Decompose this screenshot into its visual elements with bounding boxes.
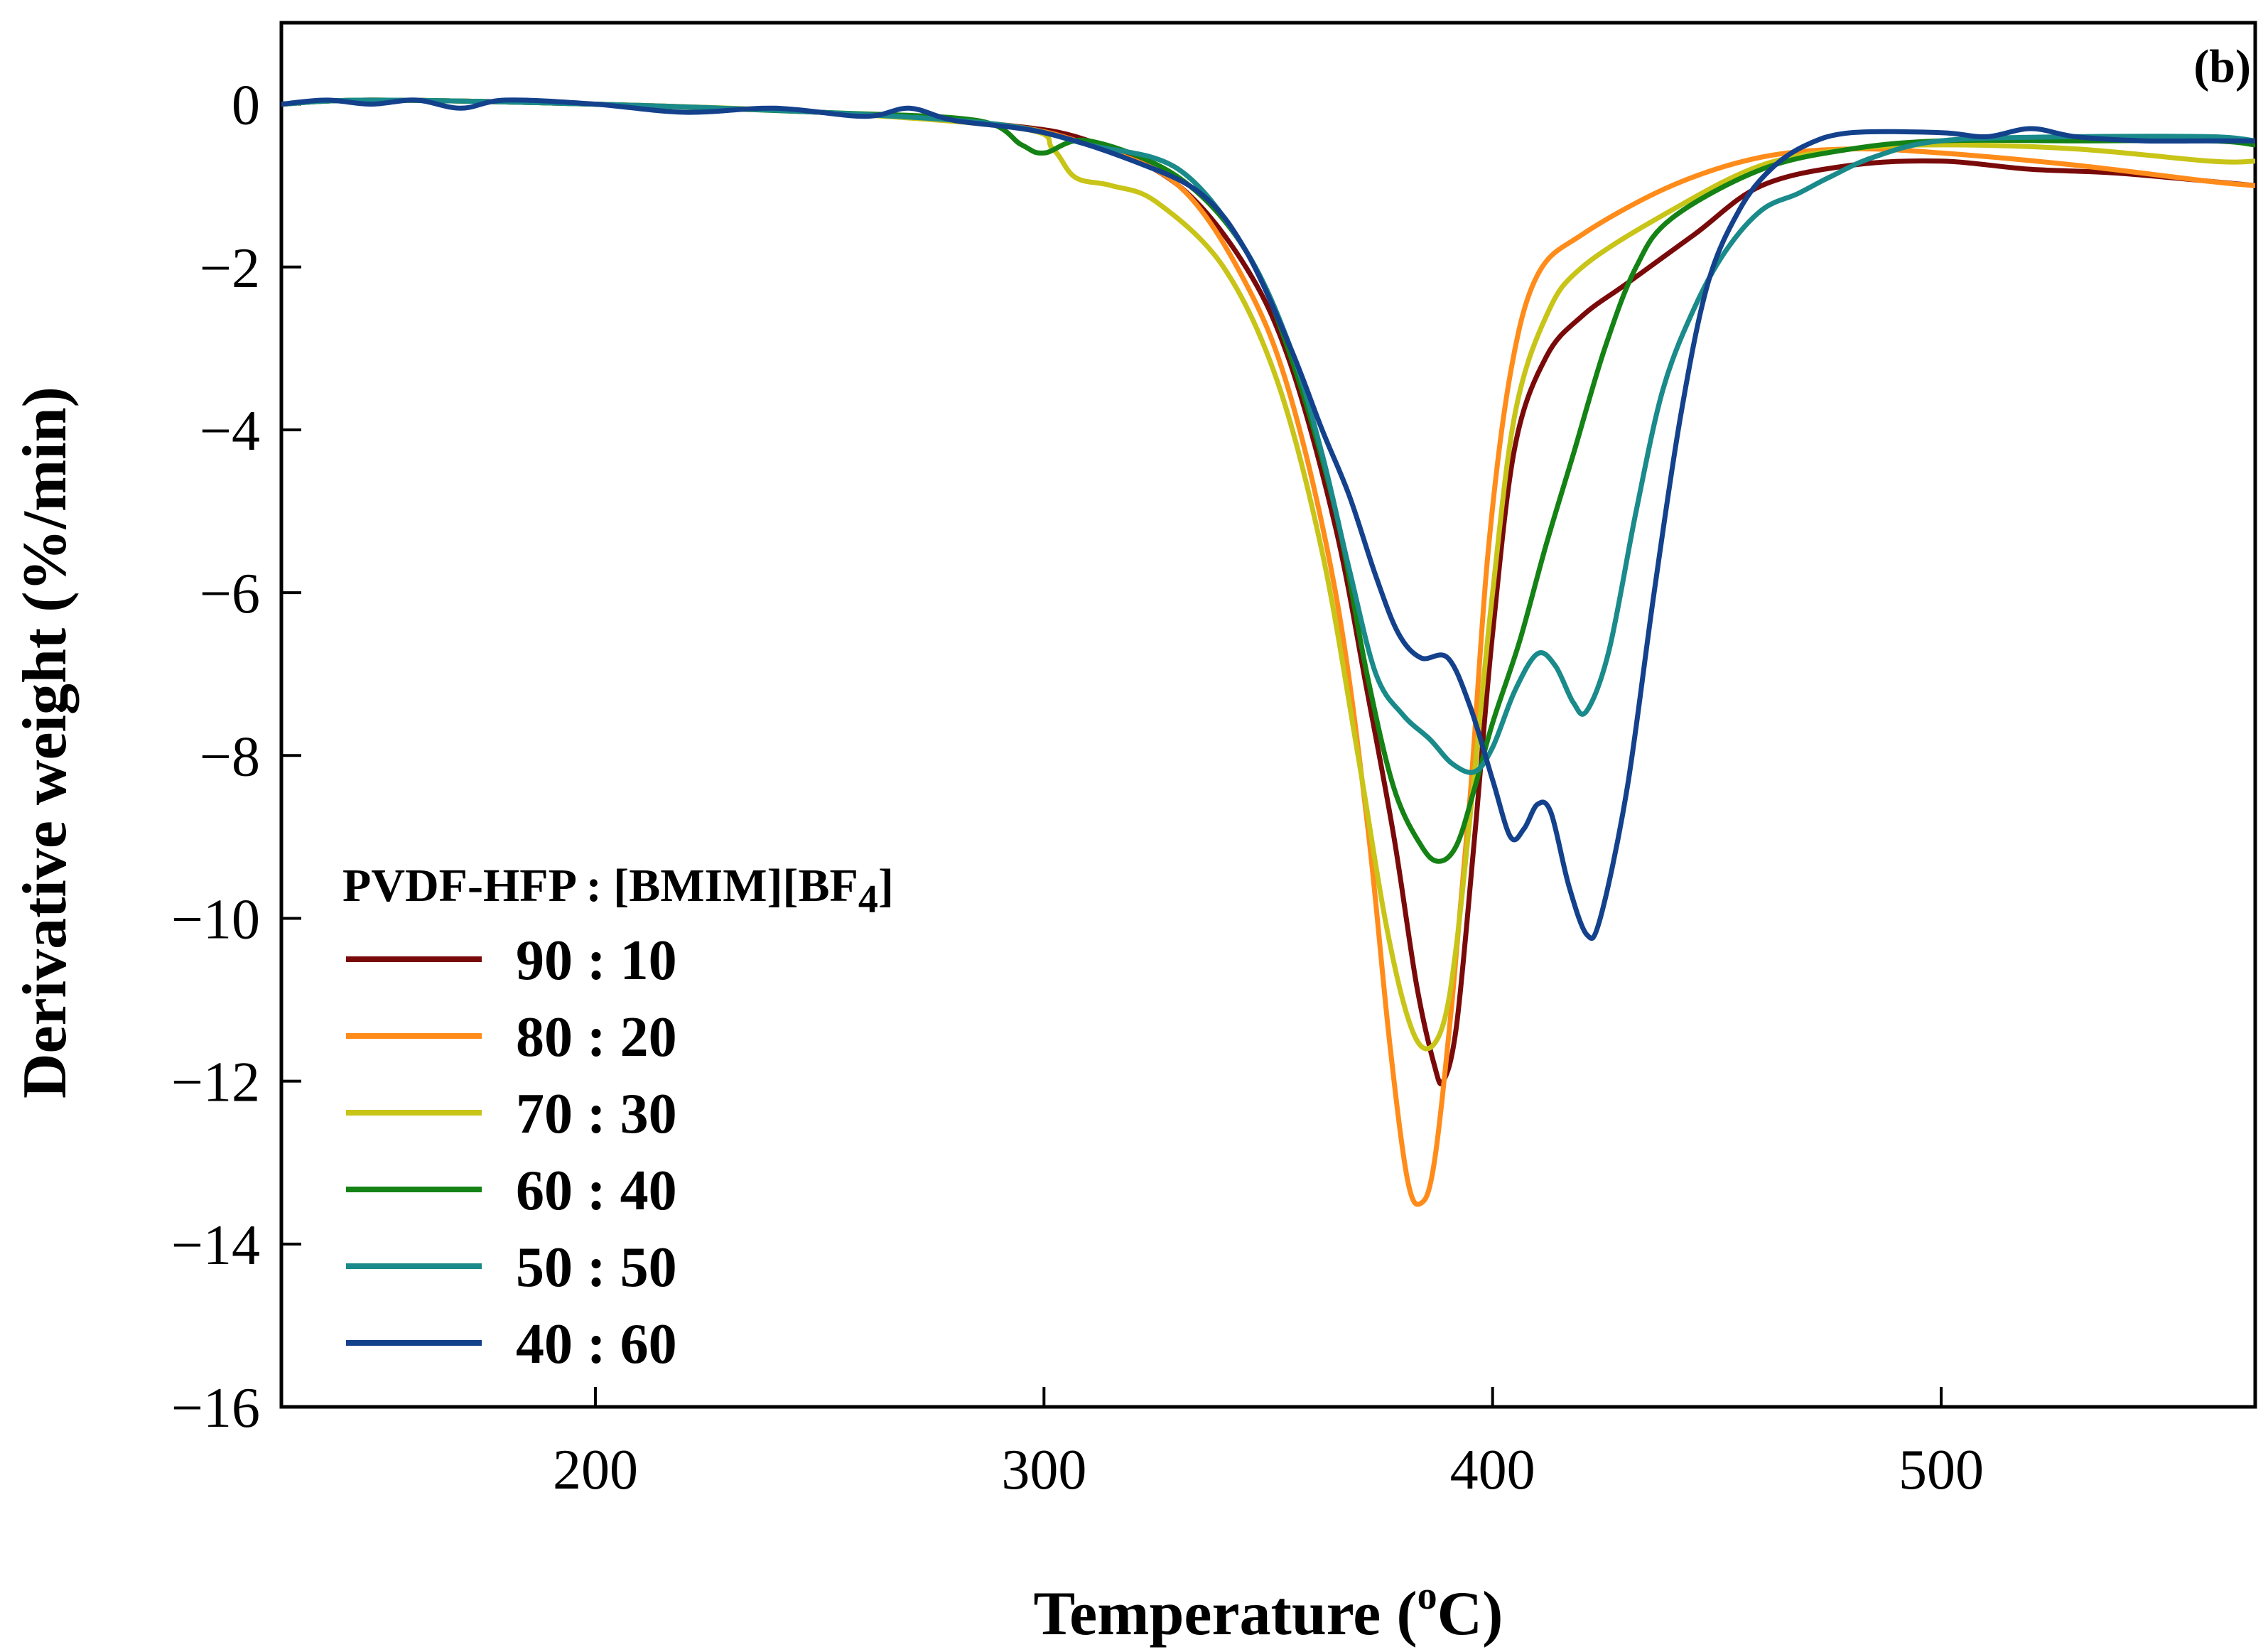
legend-entry-label: 50 : 50 (516, 1236, 677, 1299)
y-tick-label: −2 (200, 237, 260, 300)
y-tick-label: −16 (171, 1377, 260, 1440)
legend-entry-label: 80 : 20 (516, 1006, 677, 1069)
y-axis: 0 −2 −4 −6 −8 −10 −12 −14 −16 (171, 75, 301, 1440)
y-tick-label: 0 (232, 75, 260, 137)
legend: PVDF-HFP : [BMIM][BF4] 90 : 10 80 : 20 70 … (342, 860, 894, 1376)
series-line-60-40 (281, 97, 2255, 864)
x-axis-title: Temperature (oC) (1034, 1574, 1503, 1648)
series-group (281, 97, 2255, 1207)
x-tick-label: 400 (1450, 1439, 1535, 1501)
y-axis-title: Derivative weight (%/min) (11, 387, 80, 1098)
legend-entry-label: 90 : 10 (516, 929, 677, 992)
x-tick-label: 200 (553, 1439, 638, 1501)
y-tick-label: −10 (171, 888, 260, 951)
y-tick-label: −6 (200, 563, 260, 625)
legend-entry-label: 70 : 30 (516, 1083, 677, 1145)
x-axis-title-main: Temperature ( (1034, 1580, 1418, 1648)
series-line-40-60 (281, 97, 2255, 941)
legend-title-end: ] (878, 860, 894, 912)
legend-entry-label: 60 : 40 (516, 1160, 677, 1222)
y-tick-label: −4 (200, 400, 260, 463)
series-line-50-50 (281, 97, 2255, 775)
legend-title-main: PVDF-HFP : [BMIM][BF (342, 860, 858, 912)
y-tick-label: −12 (171, 1052, 260, 1114)
x-axis-title-unit: C) (1437, 1580, 1503, 1648)
plot-frame (279, 21, 2257, 1409)
y-tick-label: −8 (200, 725, 260, 788)
x-axis: 200 300 400 500 (553, 1387, 1984, 1501)
x-tick-label: 500 (1899, 1439, 1984, 1501)
legend-entries: 90 : 10 80 : 20 70 : 30 60 : 40 50 : 50 40 : … (346, 929, 677, 1376)
x-tick-label: 300 (1001, 1439, 1086, 1501)
y-tick-label: −14 (171, 1214, 260, 1277)
legend-title-sub: 4 (858, 878, 878, 922)
x-axis-title-sup: o (1418, 1574, 1437, 1618)
legend-entry-label: 40 : 60 (516, 1313, 677, 1376)
panel-label: (b) (2193, 41, 2251, 92)
legend-title: PVDF-HFP : [BMIM][BF4] (342, 860, 894, 922)
